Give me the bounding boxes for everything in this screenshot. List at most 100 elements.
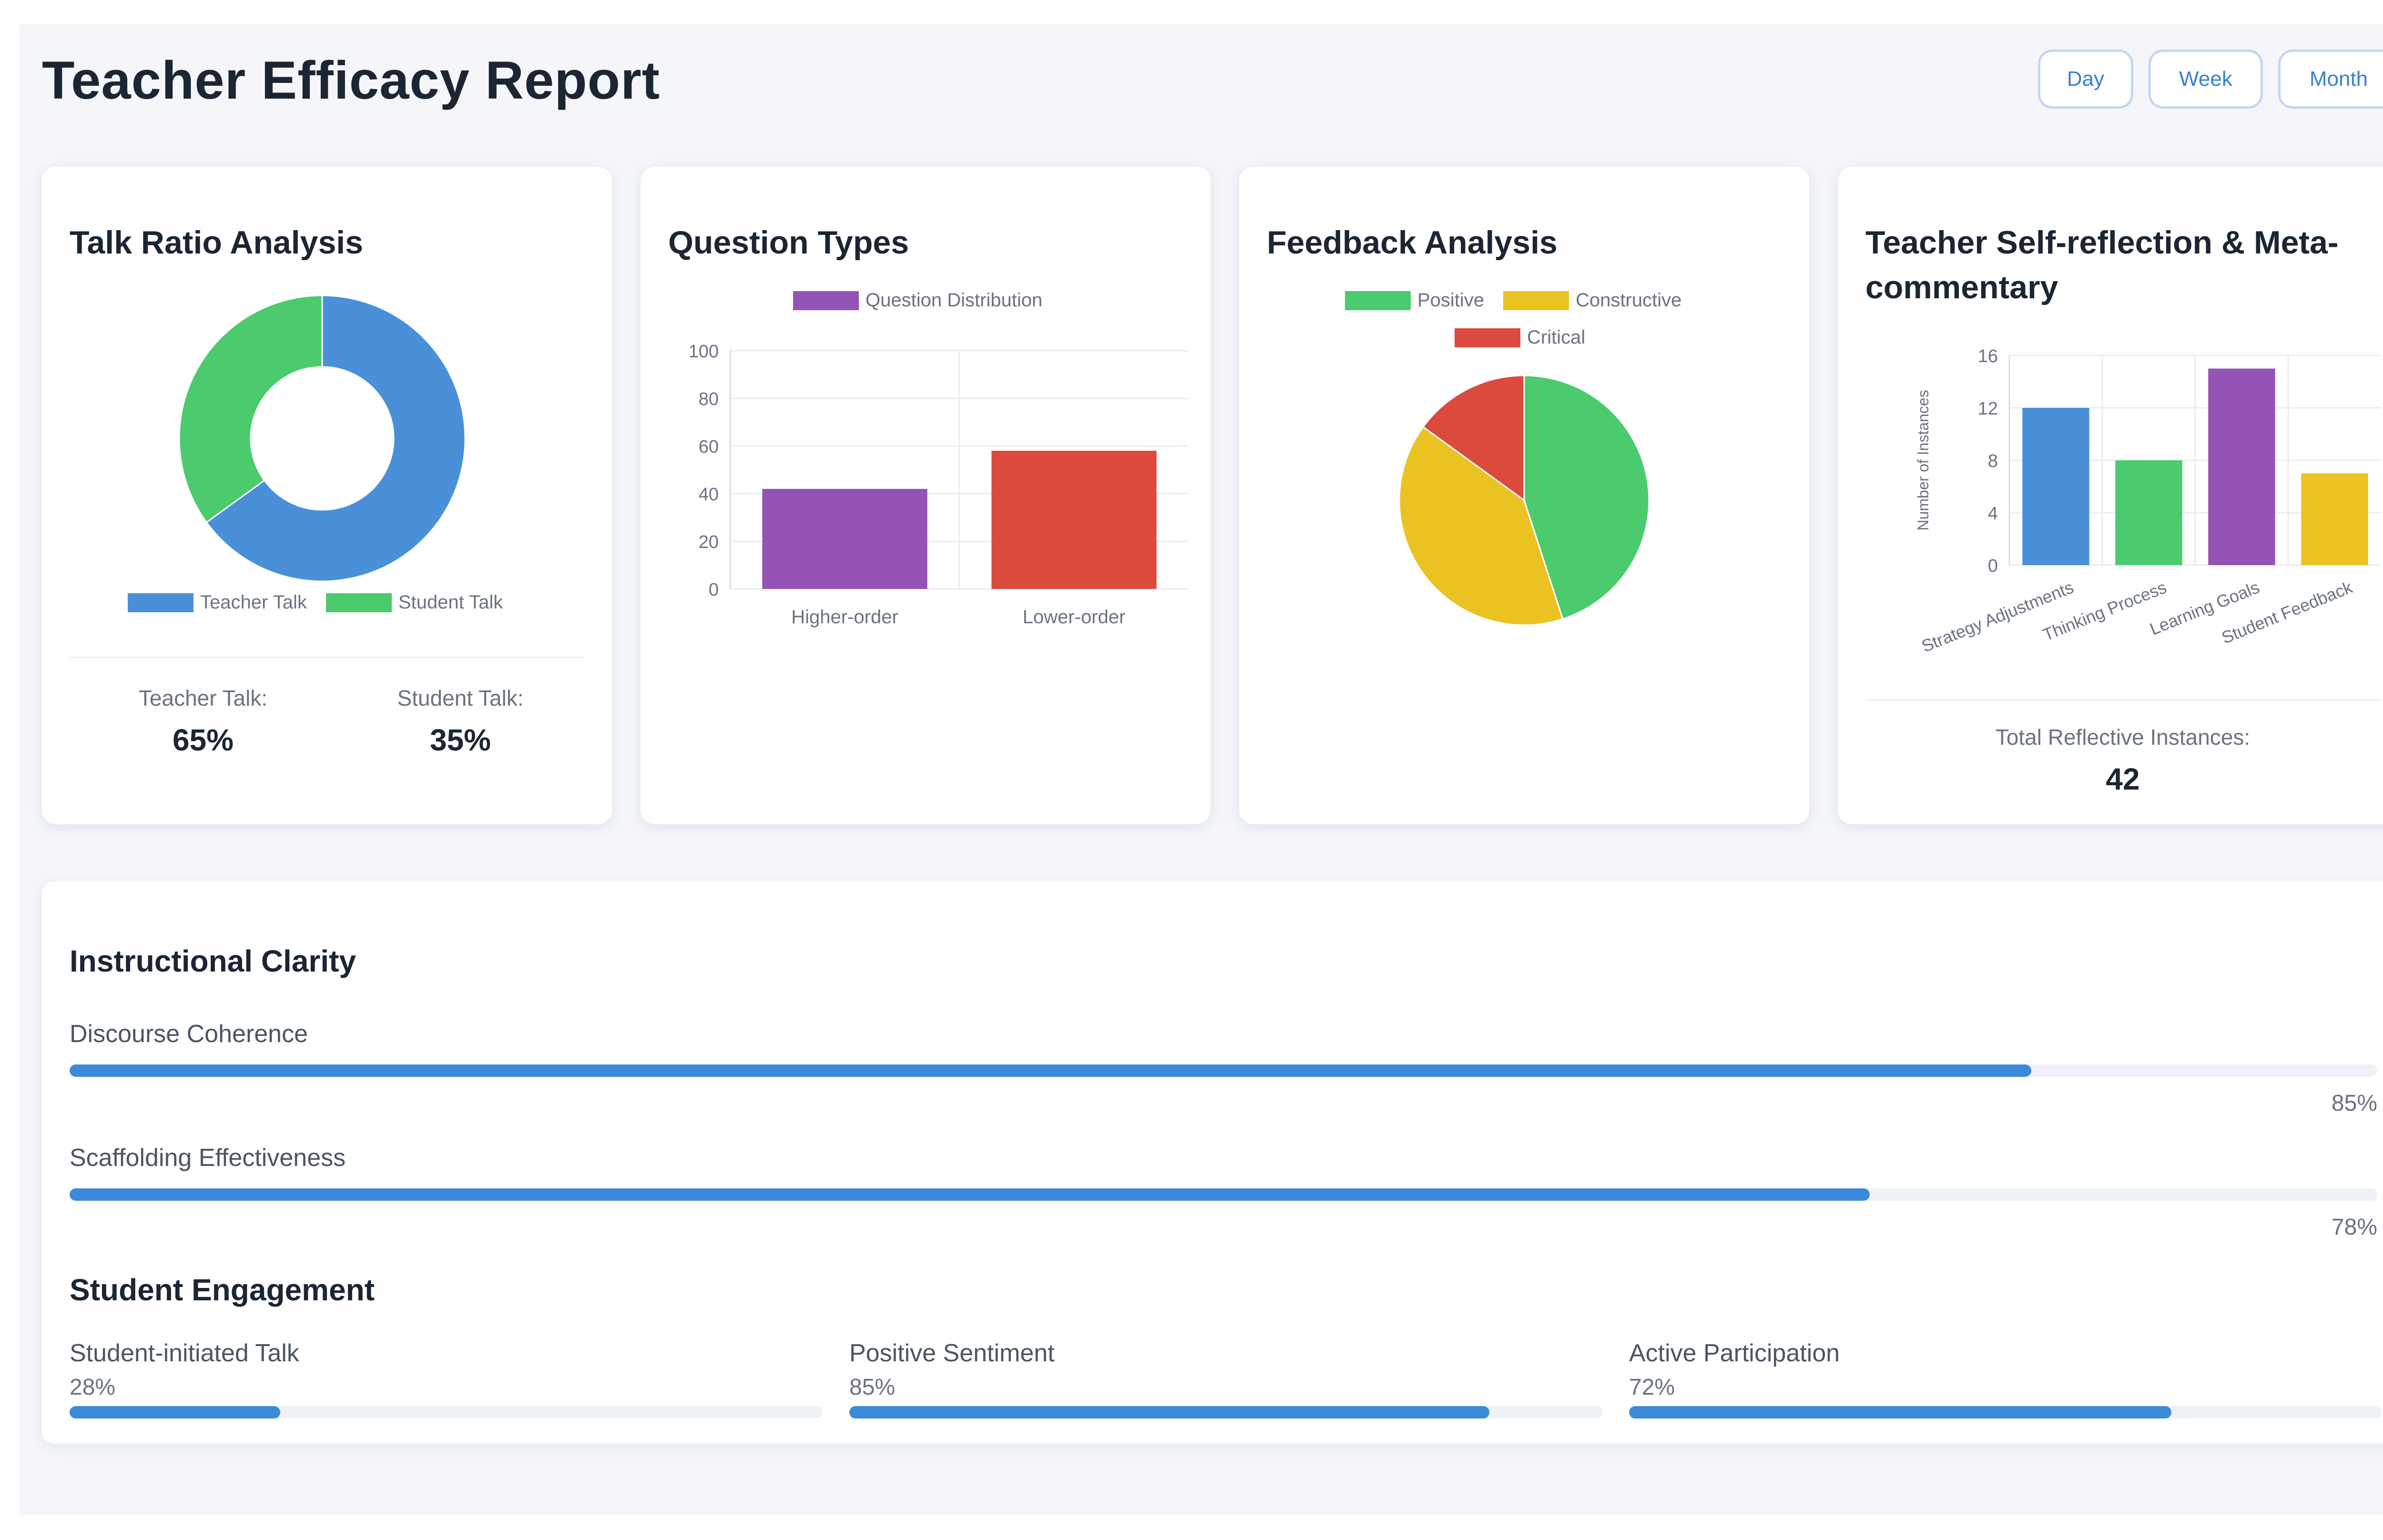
student-initiated-talk-metric: Student-initiated Talk 28%: [70, 1339, 823, 1418]
y-axis-title: Number of Instances: [1915, 390, 1932, 530]
time-filter-group: Day Week Month: [2038, 50, 2383, 109]
divider: [1865, 699, 2380, 701]
feedback-analysis-card: Feedback Analysis Positive Constructive …: [1239, 167, 1809, 824]
talk-ratio-donut-chart: [178, 294, 466, 582]
total-reflective-stat: Total Reflective Instances: 42: [1865, 724, 2380, 797]
report-page: Teacher Efficacy Report Day Week Month T…: [19, 24, 2383, 1515]
positive-sentiment-metric: Positive Sentiment 85%: [849, 1339, 1602, 1418]
positive-sentiment-fill: [849, 1406, 1489, 1418]
bar-higher-order: [762, 489, 927, 589]
legend-item-question-distribution: Question Distribution: [793, 290, 1042, 311]
y-tick-label: 4: [1988, 504, 1998, 524]
y-tick-label: 100: [689, 342, 719, 362]
active-participation-fill: [1629, 1406, 2171, 1418]
active-participation-percent: 72%: [1629, 1375, 1675, 1400]
teacher-talk-stat: Teacher Talk: 65%: [103, 685, 303, 758]
legend-swatch: [1503, 291, 1569, 310]
feedback-analysis-title: Feedback Analysis: [1267, 224, 1558, 261]
talk-ratio-legend: Teacher Talk Student Talk: [128, 592, 503, 613]
legend-label: Positive: [1417, 290, 1485, 311]
legend-item-critical: Critical: [1455, 327, 1585, 348]
bar-strategy-adjustments: [2022, 408, 2089, 565]
question-types-title: Question Types: [668, 224, 909, 261]
legend-label: Teacher Talk: [200, 592, 307, 613]
scaffolding-effectiveness-progress-bar: [70, 1188, 2377, 1201]
scaffolding-effectiveness-percent: 78%: [2331, 1215, 2377, 1240]
discourse-coherence-progress-bar: [70, 1064, 2377, 1077]
discourse-coherence-percent: 85%: [2331, 1091, 2377, 1116]
total-reflective-label: Total Reflective Instances:: [1995, 725, 2251, 750]
slice-student-talk: [178, 294, 323, 524]
slice-teacher-talk: [205, 294, 466, 582]
student-engagement-title: Student Engagement: [70, 1273, 375, 1307]
total-reflective-value: 42: [2106, 762, 2140, 796]
discourse-coherence-label: Discourse Coherence: [70, 1020, 308, 1048]
y-tick-label: 0: [709, 580, 719, 600]
legend-item-constructive: Constructive: [1503, 290, 1681, 311]
slice-positive: [1523, 375, 1650, 620]
slice-constructive: [1398, 426, 1564, 626]
student-talk-stat: Student Talk: 35%: [360, 685, 560, 758]
bar-student-feedback: [2301, 473, 2368, 565]
page-title: Teacher Efficacy Report: [42, 51, 660, 110]
teacher-talk-label: Teacher Talk:: [138, 686, 268, 710]
question-types-bar-chart: 0 20 40 60 80 100 Higher-order Lower-order: [689, 342, 1189, 628]
self-reflection-title: Teacher Self-reflection & Meta-commentar…: [1865, 224, 2339, 305]
talk-ratio-card: Talk Ratio Analysis Teacher Talk Student…: [42, 167, 612, 824]
bar-learning-goals: [2208, 368, 2275, 565]
active-participation-progress-bar: [1629, 1406, 2382, 1418]
teacher-talk-value: 65%: [172, 723, 234, 757]
y-tick-label: 20: [699, 532, 719, 552]
legend-label: Constructive: [1576, 290, 1682, 311]
divider: [70, 657, 584, 658]
student-initiated-talk-label: Student-initiated Talk: [70, 1339, 299, 1367]
self-reflection-card: Teacher Self-reflection & Meta-commentar…: [1838, 167, 2383, 824]
active-participation-metric: Active Participation 72%: [1629, 1339, 2382, 1418]
legend-swatch: [326, 593, 392, 612]
legend-label: Student Talk: [398, 592, 503, 613]
y-tick-label: 16: [1978, 346, 1998, 366]
student-talk-value: 35%: [429, 723, 491, 757]
legend-label: Question Distribution: [866, 290, 1043, 311]
y-tick-label: 80: [699, 389, 719, 409]
x-tick-label: Strategy Adjustments: [1919, 577, 2077, 656]
legend-swatch: [1455, 328, 1520, 347]
y-tick-label: 0: [1988, 556, 1998, 576]
x-tick-label: Higher-order: [791, 607, 898, 628]
student-talk-label: Student Talk:: [397, 686, 524, 710]
positive-sentiment-percent: 85%: [849, 1375, 896, 1400]
x-tick-label: Lower-order: [1023, 607, 1126, 628]
month-filter-button[interactable]: Month: [2278, 50, 2383, 109]
bar-lower-order: [991, 451, 1157, 589]
question-types-card: Question Types Question Distribution 0 20…: [641, 167, 1211, 824]
scaffolding-effectiveness-label: Scaffolding Effectiveness: [70, 1144, 346, 1172]
y-tick-label: 8: [1988, 451, 1998, 471]
active-participation-label: Active Participation: [1629, 1339, 1840, 1367]
week-filter-button[interactable]: Week: [2149, 50, 2263, 109]
feedback-legend-row-1: Positive Constructive: [1345, 290, 1681, 311]
slice-critical: [1422, 375, 1525, 502]
question-types-legend: Question Distribution: [793, 290, 1042, 311]
talk-ratio-title: Talk Ratio Analysis: [70, 224, 363, 261]
clarity-engagement-panel: Instructional Clarity Discourse Coherenc…: [42, 881, 2383, 1444]
positive-sentiment-progress-bar: [849, 1406, 1602, 1418]
legend-label: Critical: [1527, 327, 1586, 348]
student-initiated-talk-progress-bar: [70, 1406, 823, 1418]
legend-item-teacher-talk: Teacher Talk: [128, 592, 307, 613]
legend-item-student-talk: Student Talk: [326, 592, 503, 613]
day-filter-button[interactable]: Day: [2038, 50, 2133, 109]
legend-swatch: [128, 593, 193, 612]
student-initiated-talk-fill: [70, 1406, 281, 1418]
legend-swatch: [793, 291, 859, 310]
y-tick-label: 60: [699, 437, 719, 457]
instructional-clarity-title: Instructional Clarity: [70, 944, 356, 978]
feedback-legend-row-2: Critical: [1455, 327, 1585, 348]
discourse-coherence-fill: [70, 1064, 2031, 1077]
scaffolding-effectiveness-fill: [70, 1188, 1870, 1201]
student-initiated-talk-percent: 28%: [70, 1375, 116, 1400]
y-tick-label: 12: [1978, 399, 1998, 419]
feedback-pie-chart: [1398, 375, 1650, 626]
y-tick-label: 40: [699, 485, 719, 505]
legend-item-positive: Positive: [1345, 290, 1484, 311]
